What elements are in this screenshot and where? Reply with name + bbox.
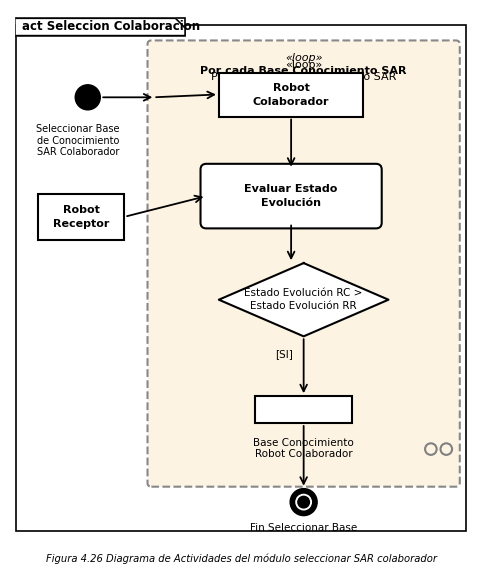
Text: act Seleccion Colaboracion: act Seleccion Colaboracion <box>22 20 201 33</box>
Text: Por cada Base Conocimiento SAR: Por cada Base Conocimiento SAR <box>201 67 407 77</box>
Circle shape <box>290 489 317 516</box>
Text: Robot
Colaborador: Robot Colaborador <box>253 83 329 107</box>
Circle shape <box>75 85 100 110</box>
Text: Base Conocimiento
Robot Colaborador: Base Conocimiento Robot Colaborador <box>253 437 354 459</box>
Text: «loop»: «loop» <box>285 53 322 63</box>
FancyBboxPatch shape <box>255 396 352 423</box>
Polygon shape <box>219 263 388 336</box>
Circle shape <box>296 495 311 510</box>
Circle shape <box>298 496 309 508</box>
FancyBboxPatch shape <box>201 164 382 228</box>
FancyBboxPatch shape <box>147 40 460 486</box>
FancyBboxPatch shape <box>219 73 363 117</box>
Text: Robot
Receptor: Robot Receptor <box>53 205 109 229</box>
FancyBboxPatch shape <box>16 25 466 531</box>
Text: Figura 4.26 Diagrama de Actividades del módulo seleccionar SAR colaborador: Figura 4.26 Diagrama de Actividades del … <box>45 553 437 564</box>
Text: [SI]: [SI] <box>275 349 294 359</box>
Text: «loop»
Por cada Base Conocimiento SAR: «loop» Por cada Base Conocimiento SAR <box>211 61 396 82</box>
Polygon shape <box>16 18 185 36</box>
Text: Seleccionar Base
de Conocimiento
SAR Colaborador: Seleccionar Base de Conocimiento SAR Col… <box>36 124 120 158</box>
FancyBboxPatch shape <box>16 18 185 36</box>
Text: Estado Evolución RC >
Estado Evolución RR: Estado Evolución RC > Estado Evolución R… <box>244 288 363 311</box>
FancyBboxPatch shape <box>38 194 124 240</box>
Text: Fin Seleccionar Base: Fin Seleccionar Base <box>250 523 357 533</box>
Text: Evaluar Estado
Evolución: Evaluar Estado Evolución <box>244 184 338 208</box>
